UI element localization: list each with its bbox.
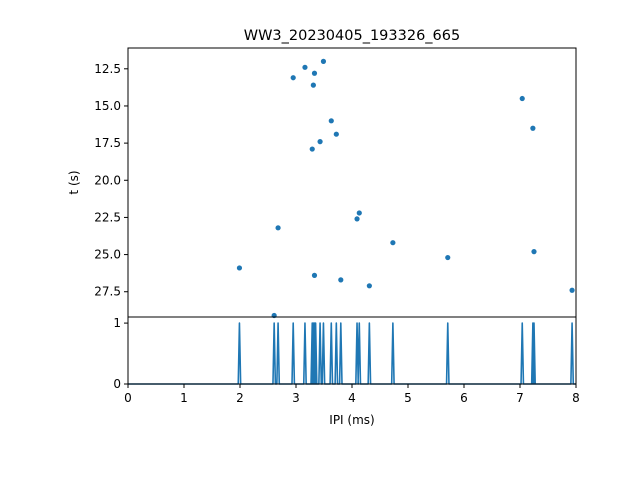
scatter-y-axis-label: t (s) — [67, 170, 81, 194]
ipi-y-tick-label: 0 — [113, 377, 121, 391]
scatter-y-tick-label: 22.5 — [94, 210, 121, 224]
scatter-plot-area — [236, 58, 575, 319]
ipi-x-tick-label: 4 — [348, 391, 356, 405]
scatter-point — [338, 277, 344, 283]
scatter-point — [290, 75, 296, 81]
scatter-y-tick-label: 20.0 — [94, 173, 121, 187]
ipi-x-tick-label: 8 — [572, 391, 580, 405]
scatter-point — [320, 58, 327, 64]
scatter-point — [531, 249, 537, 255]
ipi-series-line — [128, 322, 576, 385]
scatter-y-tick-label: 25.0 — [94, 248, 121, 262]
ipi-y-tick-label: 1 — [113, 316, 121, 330]
ipi-x-tick-label: 3 — [292, 391, 300, 405]
scatter-point — [328, 118, 334, 124]
scatter-point — [354, 216, 360, 222]
scatter-point — [445, 254, 451, 261]
ipi-x-axis: 0 1 2 3 4 5 6 7 8 — [124, 384, 580, 405]
ipi-x-tick-label: 2 — [236, 391, 244, 405]
scatter-point — [390, 240, 396, 246]
scatter-point — [366, 283, 372, 289]
scatter-y-tick-label: 12.5 — [94, 62, 121, 76]
ipi-x-tick-label: 0 — [124, 391, 132, 405]
scatter-point — [236, 265, 243, 271]
scatter-y-axis: 12.5 15.0 17.5 20.0 22.5 25.0 27.5 — [94, 62, 128, 299]
scatter-point — [356, 210, 362, 216]
ipi-plot-area — [128, 322, 576, 385]
ipi-x-tick-label: 7 — [516, 391, 524, 405]
scatter-point — [317, 139, 323, 145]
ipi-x-tick-label: 5 — [404, 391, 412, 405]
ipi-y-axis: 01 — [113, 316, 128, 391]
scatter-point — [530, 125, 536, 131]
chart-title: WW3_20230405_193326_665 — [244, 28, 460, 44]
scatter-point — [311, 272, 318, 278]
scatter-point — [309, 146, 315, 152]
ipi-x-tick-label: 1 — [180, 391, 188, 405]
scatter-y-tick-label: 15.0 — [94, 99, 121, 113]
scatter-point — [569, 287, 575, 293]
ipi-x-tick-label: 6 — [460, 391, 468, 405]
scatter-point — [333, 131, 339, 137]
scatter-y-tick-label: 17.5 — [94, 136, 121, 150]
scatter-point — [275, 225, 281, 231]
scatter-point — [310, 82, 316, 88]
scatter-point — [302, 64, 308, 70]
scatter-point — [311, 70, 318, 76]
ipi-x-axis-label: IPI (ms) — [329, 413, 374, 427]
scatter-y-tick-label: 27.5 — [94, 285, 121, 299]
scatter-point — [519, 95, 525, 102]
